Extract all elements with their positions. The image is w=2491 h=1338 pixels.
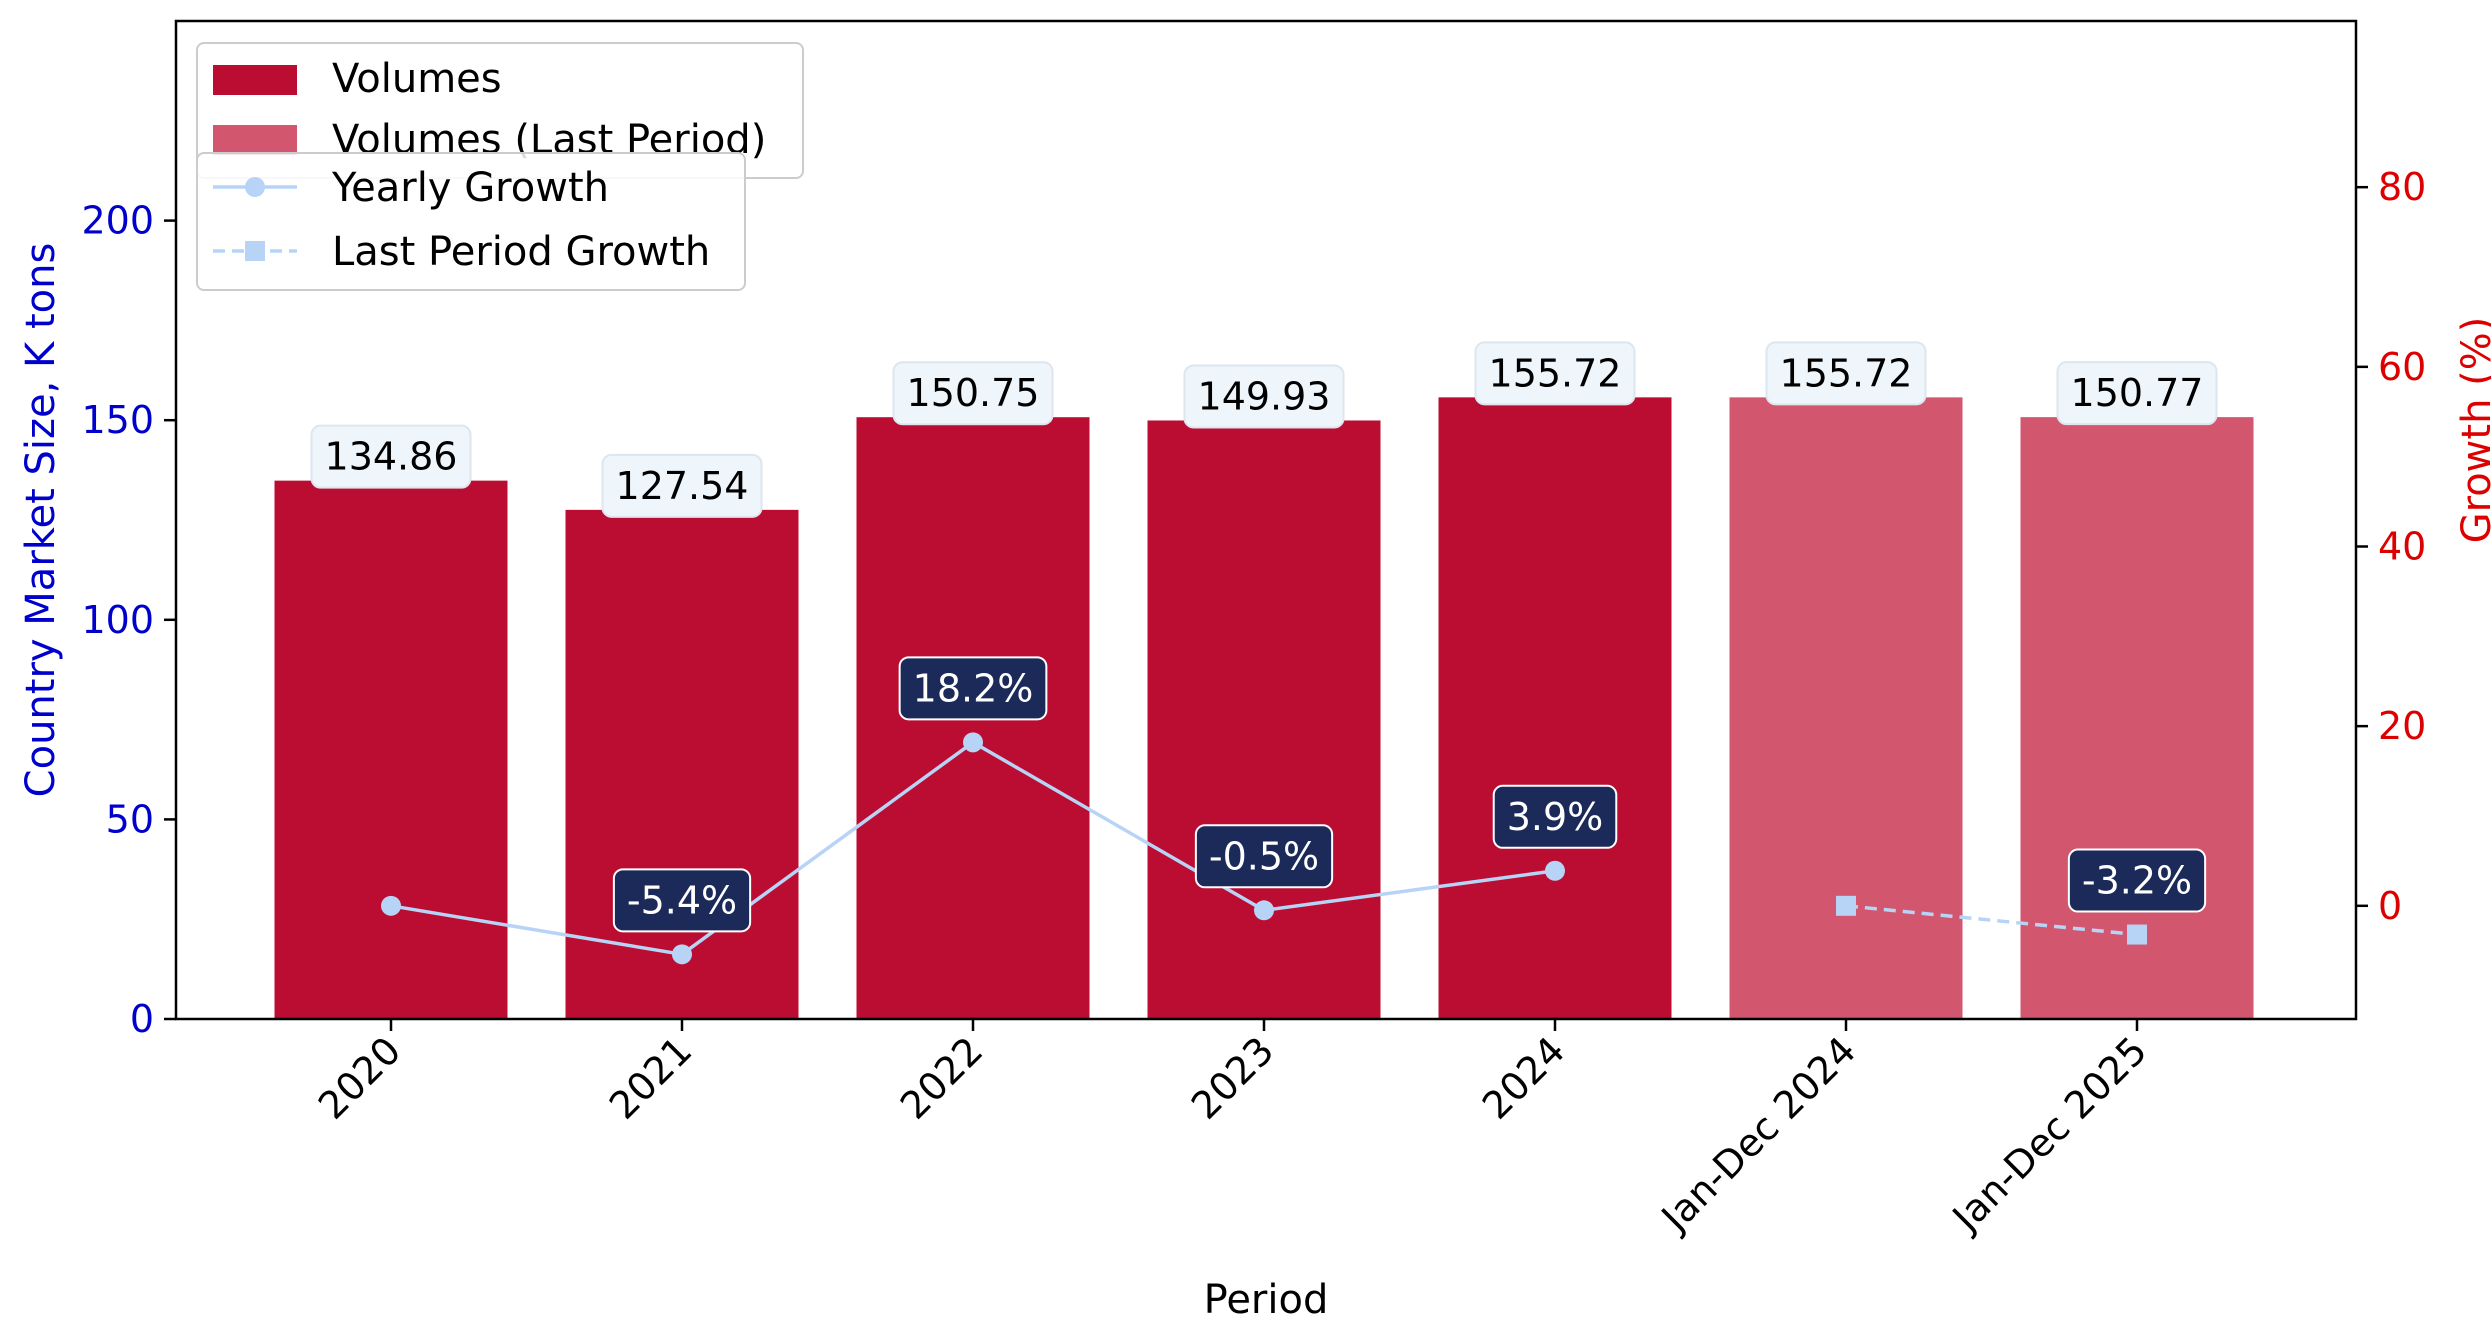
y-tick-label: 200 bbox=[81, 199, 154, 243]
y-tick-label: 100 bbox=[81, 598, 154, 642]
legend-label-last-period-growth: Last Period Growth bbox=[332, 229, 710, 275]
plot-frame bbox=[174, 19, 2358, 1021]
y-axis-title: Country Market Size, K tons bbox=[18, 243, 64, 798]
growth-label-group: 3.9% bbox=[1492, 784, 1618, 849]
bar-value-label: 149.93 bbox=[1198, 374, 1331, 418]
growth-label: -3.2% bbox=[2082, 859, 2192, 903]
growth-label: -0.5% bbox=[1209, 834, 1319, 878]
bar-value-label-box bbox=[1765, 341, 1927, 406]
bar bbox=[565, 509, 799, 1019]
bar-value-label-box bbox=[310, 424, 472, 489]
legend-marker-yearly-growth bbox=[245, 177, 265, 197]
y-tick-label: 50 bbox=[106, 797, 154, 841]
bar bbox=[1438, 397, 1672, 1020]
growth-label-group: -0.5% bbox=[1194, 824, 1334, 889]
x-tick-label: Jan-Dec 2025 bbox=[1943, 1028, 2156, 1241]
y2-tick-label: 60 bbox=[2378, 345, 2426, 389]
legend-swatch-volumes-last-period bbox=[213, 125, 297, 155]
bar bbox=[274, 480, 508, 1019]
point-marker bbox=[2127, 924, 2147, 945]
bar-value-label-group: 149.93 bbox=[1183, 364, 1345, 429]
x-tick-label: 2021 bbox=[601, 1028, 701, 1128]
y-tick-label: 0 bbox=[130, 997, 154, 1041]
growth-label-group: -3.2% bbox=[2067, 848, 2207, 913]
y2-axis-title: Growth (%) bbox=[2454, 317, 2491, 544]
lines-layer bbox=[381, 732, 2147, 965]
bar-value-label-box bbox=[892, 361, 1054, 426]
growth-label-box bbox=[2067, 848, 2207, 913]
x-tick-label: 2024 bbox=[1474, 1028, 1574, 1128]
bars-layer bbox=[274, 397, 2254, 1020]
bar-value-label-group: 127.54 bbox=[601, 453, 763, 518]
bar bbox=[2020, 417, 2254, 1019]
bar-value-label: 150.77 bbox=[2071, 371, 2204, 415]
y-tick-label: 150 bbox=[81, 398, 154, 442]
bar-value-label-box bbox=[1183, 364, 1345, 429]
bar-value-label: 155.72 bbox=[1780, 351, 1913, 395]
point-marker bbox=[1254, 900, 1274, 921]
legend-marker-last-period-growth bbox=[245, 241, 265, 261]
bar bbox=[1147, 420, 1381, 1019]
bar-value-label-group: 150.75 bbox=[892, 361, 1054, 426]
growth-label-box bbox=[1492, 784, 1618, 849]
x-tick-label: Jan-Dec 2024 bbox=[1652, 1028, 1865, 1241]
bar-value-label-box bbox=[601, 453, 763, 518]
legend-label-yearly-growth: Yearly Growth bbox=[331, 165, 609, 211]
bar-value-label-group: 155.72 bbox=[1474, 341, 1636, 406]
series-line bbox=[1845, 904, 2138, 937]
growth-label-group: 18.2% bbox=[898, 656, 1048, 721]
bar-value-label: 150.75 bbox=[907, 371, 1040, 415]
x-tick-label: 2023 bbox=[1183, 1028, 1283, 1128]
point-marker bbox=[381, 895, 401, 916]
legend-swatch-volumes bbox=[213, 65, 297, 95]
point-marker bbox=[672, 944, 692, 965]
y2-tick-label: 20 bbox=[2378, 704, 2426, 748]
x-tick-label: 2020 bbox=[310, 1028, 410, 1128]
growth-label-box bbox=[612, 868, 752, 933]
point-marker bbox=[1545, 860, 1565, 881]
growth-label-box bbox=[898, 656, 1048, 721]
point-marker bbox=[1836, 895, 1856, 916]
bar-value-label: 127.54 bbox=[616, 464, 749, 508]
bar-value-label: 155.72 bbox=[1489, 351, 1622, 395]
legend-label-volumes: Volumes bbox=[332, 56, 502, 102]
bar-value-label-group: 150.77 bbox=[2056, 361, 2218, 426]
growth-label: 18.2% bbox=[913, 666, 1034, 710]
growth-label: -5.4% bbox=[627, 878, 737, 922]
x-tick-label: 2022 bbox=[892, 1028, 992, 1128]
bar bbox=[1729, 397, 1963, 1020]
bar-value-label-group: 155.72 bbox=[1765, 341, 1927, 406]
point-marker bbox=[963, 732, 983, 753]
bar-value-label-box bbox=[1474, 341, 1636, 406]
legend-box-growth bbox=[196, 152, 746, 291]
bar-value-label-box bbox=[2056, 361, 2218, 426]
x-axis-title: Period bbox=[1204, 1277, 1329, 1323]
data-labels-layer: 134.86 127.54 150.75 149.93 155.72 155.72 150.… bbox=[310, 341, 2218, 933]
y2-tick-label: 0 bbox=[2378, 884, 2402, 928]
bar-value-label: 134.86 bbox=[325, 435, 458, 479]
y2-tick-label: 80 bbox=[2378, 165, 2426, 209]
growth-label-group: -5.4% bbox=[612, 868, 752, 933]
bar-value-label-group: 134.86 bbox=[310, 424, 472, 489]
y2-tick-label: 40 bbox=[2378, 524, 2426, 568]
growth-label: 3.9% bbox=[1507, 795, 1604, 839]
growth-label-box bbox=[1194, 824, 1334, 889]
